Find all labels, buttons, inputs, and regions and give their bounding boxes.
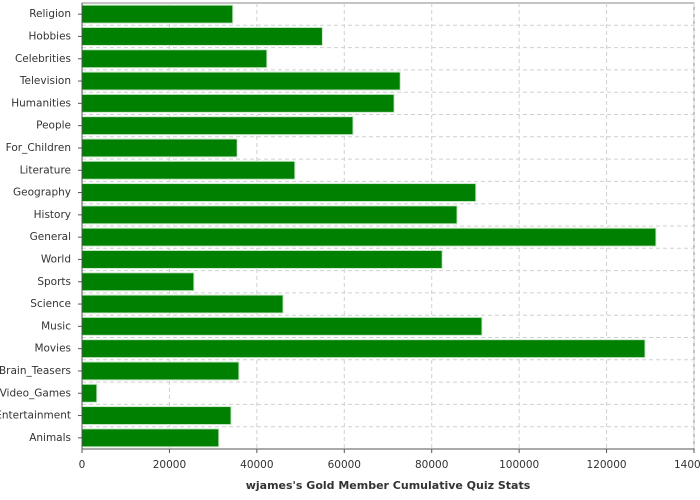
bar: [81, 138, 238, 158]
y-tick-label: World: [41, 253, 71, 265]
y-tick-label: General: [30, 231, 71, 243]
bar: [81, 339, 646, 359]
y-tick-label: Brain_Teasers: [0, 365, 71, 377]
bar: [81, 406, 232, 426]
x-tick-label: 0: [79, 459, 86, 471]
bar: [81, 93, 395, 113]
bar: [81, 71, 401, 91]
bar: [81, 49, 268, 69]
bar: [81, 272, 195, 292]
y-tick-label: Literature: [20, 164, 71, 176]
y-tick-label: Humanities: [11, 97, 71, 109]
bar: [81, 227, 657, 247]
bar: [81, 116, 354, 136]
bar: [81, 316, 483, 336]
bar: [81, 383, 98, 403]
y-tick-label: Sports: [37, 276, 71, 288]
bar: [81, 205, 458, 225]
bar: [81, 4, 234, 24]
y-tick-label: Animals: [29, 432, 71, 444]
x-tick-label: 20000: [153, 459, 186, 471]
y-tick-label: Video_Games: [0, 387, 71, 399]
x-tick-label: 60000: [328, 459, 361, 471]
y-tick-label: Geography: [13, 187, 71, 199]
bar: [81, 160, 296, 180]
y-tick-label: Entertainment: [0, 410, 71, 422]
y-tick-label: Celebrities: [15, 53, 71, 65]
y-tick-label: Television: [19, 75, 71, 87]
x-axis-title: wjames's Gold Member Cumulative Quiz Sta…: [246, 479, 531, 492]
bar: [81, 428, 220, 448]
bar: [81, 249, 443, 269]
bar: [81, 183, 477, 203]
y-tick-label: People: [36, 120, 71, 132]
x-tick-label: 40000: [240, 459, 273, 471]
y-tick-label: Religion: [29, 8, 71, 20]
x-tick-label: 80000: [415, 459, 448, 471]
bar: [81, 361, 240, 381]
y-tick-label: History: [34, 209, 71, 221]
x-tick-label: 100000: [499, 459, 539, 471]
bar: [81, 294, 284, 314]
x-tick-label: 120000: [587, 459, 627, 471]
bar: [81, 26, 323, 46]
y-tick-label: Hobbies: [29, 30, 72, 42]
y-tick-label: For_Children: [6, 142, 71, 154]
y-tick-label: Science: [30, 298, 71, 310]
x-tick-label: 140000: [674, 459, 700, 471]
y-tick-label: Movies: [34, 343, 71, 355]
y-tick-label: Music: [41, 320, 71, 332]
